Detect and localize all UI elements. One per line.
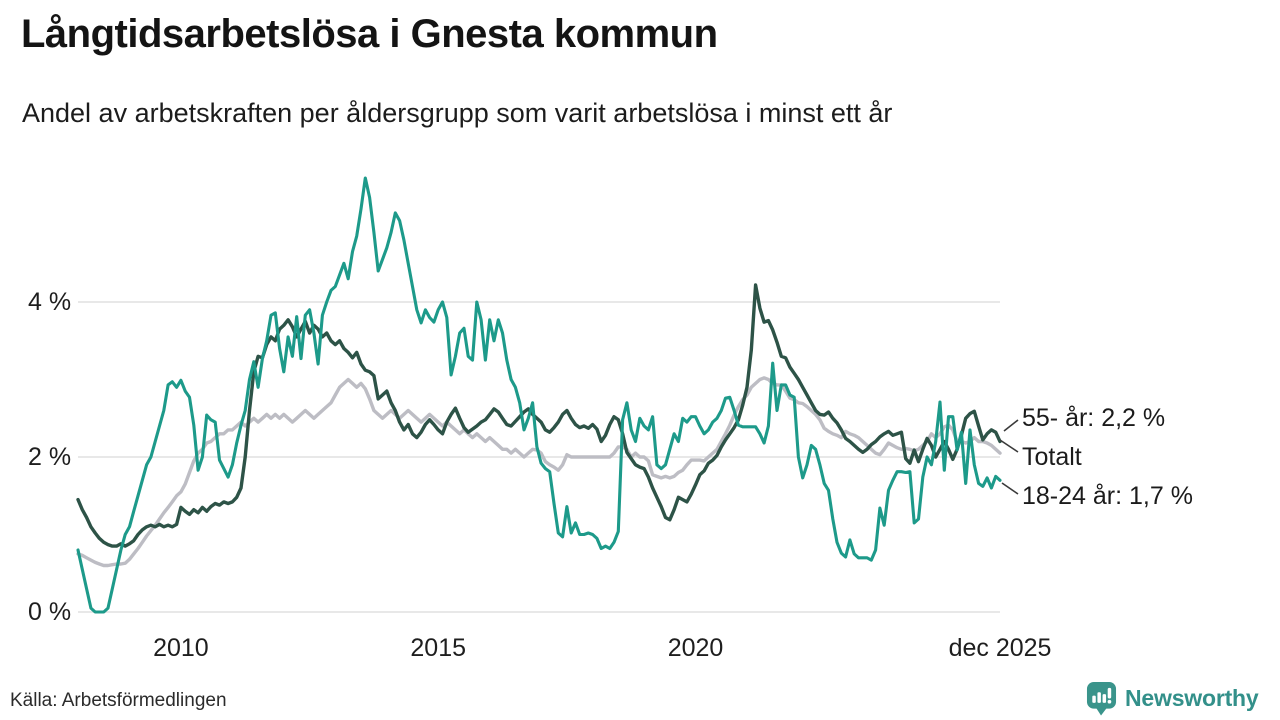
series-label-totalt: Totalt	[1022, 443, 1082, 471]
x-axis-label-2010: 2010	[153, 634, 209, 662]
chart-subtitle: Andel av arbetskraften per åldersgrupp s…	[22, 98, 893, 128]
y-axis-label-4: 4 %	[28, 288, 72, 316]
source-attribution: Källa: Arbetsförmedlingen	[10, 690, 227, 711]
page-title: Långtidsarbetslösa i Gnesta kommun	[21, 12, 718, 56]
line-totalt	[76, 376, 1002, 568]
line-18-24-ar	[76, 176, 1002, 614]
newsworthy-logo-text: Newsworthy	[1125, 685, 1259, 711]
x-axis-label-dec-2025: dec 2025	[948, 634, 1052, 662]
leader-line-18-24-ar	[1001, 482, 1019, 495]
series-label-18-24-ar: 18-24 år: 1,7 %	[1022, 482, 1193, 510]
leader-line-totalt	[999, 439, 1019, 453]
line-55-ar	[76, 283, 1002, 548]
leader-line-55-ar	[1003, 419, 1019, 432]
y-axis-label-0: 0 %	[28, 598, 72, 626]
series-label-55-ar: 55- år: 2,2 %	[1022, 404, 1166, 432]
x-axis-label-2020: 2020	[667, 634, 724, 662]
newsworthy-logo: Newsworthy	[1086, 681, 1259, 716]
newsworthy-logo-icon	[1086, 682, 1117, 716]
x-axis-label-2015: 2015	[410, 634, 467, 662]
y-axis-label-2: 2 %	[28, 443, 72, 471]
